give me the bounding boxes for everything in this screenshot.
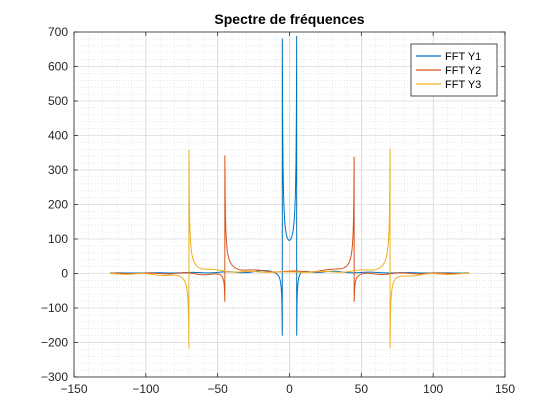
x-tick-labels: −150 −100 −50 0 50 100 150 [60, 382, 515, 396]
x-tick-label: −150 [60, 382, 87, 396]
x-tick-label: 0 [286, 382, 293, 396]
y-tick-label: 300 [48, 163, 68, 177]
series-layer [109, 35, 470, 349]
legend-label: FFT Y3 [445, 79, 481, 91]
y-tick-label: 500 [48, 94, 68, 108]
axis-ticks [73, 31, 506, 378]
y-tick-labels: −300 −200 −100 0 100 200 300 400 500 600 700 [41, 25, 68, 384]
legend: FFT Y1 FFT Y2 FFT Y3 [410, 43, 498, 97]
series-line-3 [109, 148, 470, 349]
legend-label: FFT Y1 [445, 51, 481, 63]
x-tick-label: −50 [207, 382, 228, 396]
y-tick-label: 0 [61, 267, 68, 281]
x-tick-label: 150 [495, 382, 515, 396]
y-tick-label: −200 [41, 336, 68, 350]
y-tick-label: 100 [48, 232, 68, 246]
y-tick-label: 700 [48, 25, 68, 39]
series-line-1 [109, 35, 470, 336]
x-tick-label: 100 [423, 382, 443, 396]
y-tick-label: 200 [48, 198, 68, 212]
legend-label: FFT Y2 [445, 65, 481, 77]
series-line-2 [109, 155, 470, 302]
x-tick-label: 50 [355, 382, 369, 396]
y-tick-label: −100 [41, 301, 68, 315]
y-tick-label: 600 [48, 60, 68, 74]
y-tick-label: −300 [41, 370, 68, 384]
chart-title: Spectre de fréquences [214, 11, 364, 27]
y-tick-label: 400 [48, 129, 68, 143]
x-tick-label: −100 [132, 382, 159, 396]
